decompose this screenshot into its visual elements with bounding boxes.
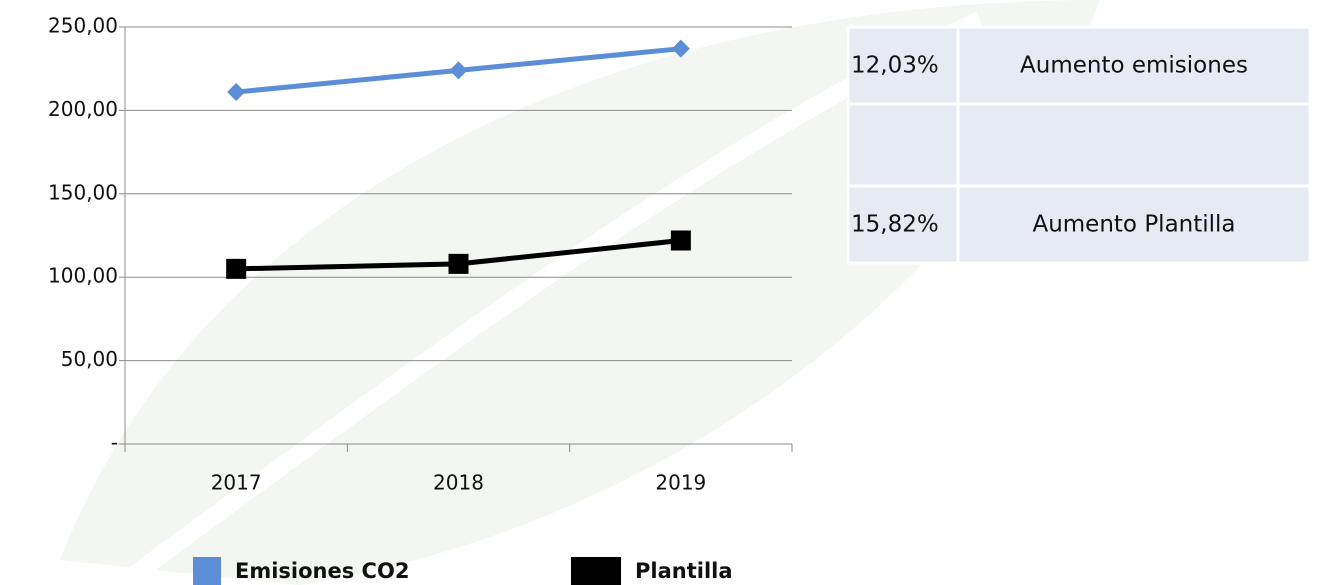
x-tick-label: 2019	[655, 471, 706, 495]
legend-label: Plantilla	[635, 559, 733, 583]
table-cell	[848, 104, 958, 186]
summary-table: 12,03% Aumento emisiones 15,82% Aumento …	[848, 27, 1310, 263]
x-tick-label: 2017	[211, 471, 262, 495]
marker	[449, 254, 469, 274]
table-value: 15,82%	[851, 212, 939, 238]
y-tick-label: 250,00	[48, 14, 118, 38]
marker	[226, 259, 246, 279]
table-label: Aumento Plantilla	[1032, 212, 1235, 238]
legend-swatch	[571, 557, 621, 585]
y-tick-label: -	[111, 431, 118, 455]
marker	[671, 231, 691, 251]
y-tick-label: 50,00	[61, 347, 118, 371]
marker	[450, 61, 468, 79]
marker	[227, 83, 245, 101]
y-tick-label: 200,00	[48, 97, 118, 121]
table-cell	[958, 104, 1310, 186]
x-tick-label: 2018	[433, 471, 484, 495]
table-label: Aumento emisiones	[1020, 53, 1248, 79]
legend-swatch	[193, 557, 221, 585]
y-tick-label: 150,00	[48, 180, 118, 204]
table-value: 12,03%	[851, 53, 939, 79]
page: 12,03% Aumento emisiones 15,82% Aumento …	[0, 0, 1335, 585]
y-tick-label: 100,00	[48, 264, 118, 288]
legend-label: Emisiones CO2	[235, 559, 409, 583]
